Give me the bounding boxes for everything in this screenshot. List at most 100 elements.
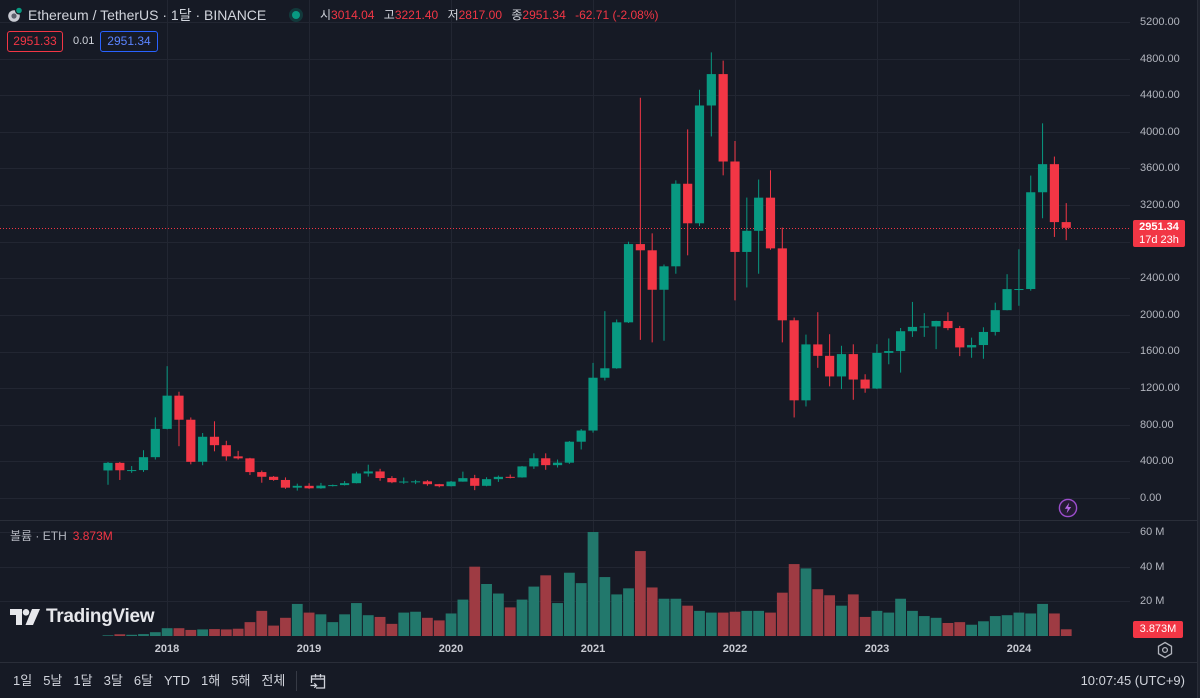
candle-body xyxy=(221,445,231,457)
change-value: -62.71 (-2.08%) xyxy=(575,8,659,22)
candle-body xyxy=(127,470,137,472)
candle-body xyxy=(848,354,858,380)
volume-bar xyxy=(327,622,339,636)
price-tick: 4000.00 xyxy=(1140,126,1180,138)
volume-bar xyxy=(587,532,599,636)
candle-body xyxy=(150,428,160,458)
volume-bar xyxy=(883,612,895,636)
time-axis[interactable]: 2018 2019 2020 2021 2022 2023 2024 xyxy=(0,640,1130,662)
range-5y-button[interactable]: 5해 xyxy=(231,672,251,688)
volume-bar xyxy=(694,610,705,636)
candle-body xyxy=(564,441,574,463)
volume-bar xyxy=(847,594,859,636)
volume-title[interactable]: 볼륨 · ETH xyxy=(10,529,67,543)
range-all-button[interactable]: 전체 xyxy=(261,672,286,688)
candle-body xyxy=(1037,164,1048,193)
candle-body xyxy=(351,473,362,484)
buy-price-button[interactable]: 2951.34 xyxy=(100,31,158,52)
volume-bar xyxy=(1001,615,1013,636)
volume-tick: 20 M xyxy=(1140,595,1165,607)
candle-body xyxy=(742,230,752,252)
volume-bar xyxy=(114,634,126,636)
range-1d-button[interactable]: 1일 xyxy=(13,672,33,688)
candle-body xyxy=(1049,164,1059,223)
volume-bar xyxy=(102,635,114,636)
candle-body xyxy=(541,458,551,466)
volume-bar xyxy=(776,592,788,636)
price-axis[interactable]: 5200.00 4800.00 4400.00 4000.00 3600.00 … xyxy=(1130,0,1197,520)
ethereum-icon xyxy=(8,6,24,22)
range-6m-button[interactable]: 6달 xyxy=(133,672,154,688)
candle-body xyxy=(481,479,492,486)
volume-bar xyxy=(433,620,445,636)
volume-bar xyxy=(173,628,185,636)
tradingview-logo-icon xyxy=(10,609,40,625)
volume-bar xyxy=(481,584,492,636)
tradingview-logo[interactable]: TradingView xyxy=(10,605,155,629)
candle-body xyxy=(647,250,657,290)
lightning-icon[interactable] xyxy=(1058,498,1078,518)
volume-bar xyxy=(753,610,765,636)
volume-bar xyxy=(658,598,670,636)
volume-bar xyxy=(1037,603,1048,636)
candle-body xyxy=(884,351,894,353)
candle-body xyxy=(280,479,291,488)
volume-bar xyxy=(563,572,575,636)
candle-body xyxy=(978,331,989,346)
volume-bar xyxy=(516,599,528,636)
range-3m-button[interactable]: 3달 xyxy=(103,672,123,688)
candle-body xyxy=(825,355,835,377)
symbol-title[interactable]: Ethereum / TetherUS · 1달 · BINANCE xyxy=(28,7,267,23)
volume-bar xyxy=(422,617,433,636)
low-value: 2817.00 xyxy=(458,8,502,22)
ohlc-legend: 시3014.04 고3221.40 저2817.00 종2951.34 -62.… xyxy=(320,8,659,23)
current-price-value: 2951.34 xyxy=(1139,221,1179,233)
volume-bar xyxy=(268,625,280,636)
volume-bar xyxy=(149,632,161,636)
candle-body xyxy=(801,344,811,401)
volume-bar xyxy=(705,612,717,636)
volume-axis[interactable]: 60 M 40 M 20 M 3.873M xyxy=(1130,521,1197,640)
bar-countdown: 17d 23h xyxy=(1139,233,1179,246)
volume-bar xyxy=(540,575,552,636)
candle-body xyxy=(860,379,870,389)
range-1m-button[interactable]: 1달 xyxy=(73,672,93,688)
range-1y-button[interactable]: 1해 xyxy=(201,672,221,688)
candle-body xyxy=(730,161,740,252)
candle-body xyxy=(1014,289,1024,291)
price-pane[interactable]: Ethereum / TetherUS · 1달 · BINANCE 시3014… xyxy=(0,0,1130,520)
candle-body xyxy=(659,266,669,290)
volume-bar xyxy=(303,612,315,636)
candle-body xyxy=(529,458,539,467)
volume-bar xyxy=(185,629,197,636)
time-tick: 2022 xyxy=(722,643,748,655)
range-5d-button[interactable]: 5날 xyxy=(43,672,63,688)
price-tick: 4400.00 xyxy=(1140,89,1180,101)
bottom-toolbar: 1일 5날 1달 3달 6달 YTD 1해 5해 전체 10:07:45 (UT… xyxy=(0,662,1197,698)
gear-icon[interactable] xyxy=(1156,641,1174,659)
candle-body xyxy=(375,471,385,479)
volume-bar xyxy=(492,593,504,636)
volume-bar xyxy=(824,595,836,636)
calendar-arrow-icon[interactable] xyxy=(308,671,328,691)
gridlines xyxy=(0,0,1130,636)
close-value: 2951.34 xyxy=(522,8,566,22)
volume-bar xyxy=(410,611,421,636)
volume-bar xyxy=(1049,613,1060,636)
volume-pane[interactable]: 볼륨 · ETH 3.873M xyxy=(0,521,1130,640)
sell-price-button[interactable]: 2951.33 xyxy=(7,31,63,52)
volume-bar xyxy=(351,603,362,636)
candle-body xyxy=(706,74,716,106)
candle-body xyxy=(694,105,705,224)
candle-body xyxy=(422,481,433,485)
time-tick: 2018 xyxy=(154,643,180,655)
price-tick: 5200.00 xyxy=(1140,16,1180,28)
close-label: 종 xyxy=(511,8,523,22)
timezone-clock[interactable]: 10:07:45 (UTC+9) xyxy=(1080,673,1185,688)
volume-bar xyxy=(256,610,268,636)
range-ytd-button[interactable]: YTD xyxy=(164,672,191,688)
low-label: 저 xyxy=(447,8,459,22)
price-tick: 1200.00 xyxy=(1140,382,1180,394)
volume-tick: 60 M xyxy=(1140,526,1165,538)
volume-bar xyxy=(859,616,871,636)
